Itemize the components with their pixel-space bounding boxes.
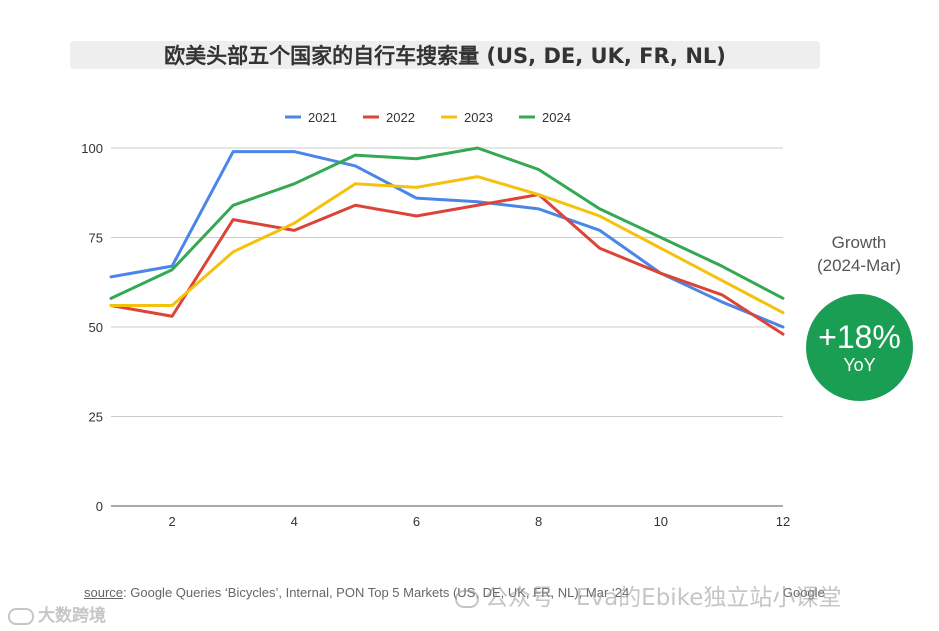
x-tick-label: 2 xyxy=(168,514,175,529)
brand-watermark: 大数跨境 xyxy=(8,601,106,626)
y-tick-label: 75 xyxy=(89,231,103,246)
growth-badge: +18% YoY xyxy=(806,294,913,401)
growth-value: +18% xyxy=(818,318,901,355)
growth-unit: YoY xyxy=(843,354,876,375)
chart-title: 欧美头部五个国家的自行车搜索量 (US, DE, UK, FR, NL) xyxy=(164,44,726,68)
y-tick-label: 100 xyxy=(81,141,103,156)
growth-label: Growth xyxy=(831,233,887,252)
series-line-2021 xyxy=(109,150,785,329)
brand-logo-icon xyxy=(8,607,34,625)
y-tick-label: 0 xyxy=(96,499,103,514)
series-line-2024 xyxy=(109,146,785,300)
line-chart: 0 25 50 75 100 2 4 6 8 10 12 2021 2022 2023 2024 xyxy=(81,110,790,529)
series-line-2022 xyxy=(109,193,785,336)
x-tick-label: 6 xyxy=(413,514,420,529)
y-tick-label: 50 xyxy=(89,320,103,335)
watermark2-text: 大数跨境 xyxy=(38,606,106,626)
x-tick-label: 12 xyxy=(776,514,790,529)
x-tick-label: 8 xyxy=(535,514,542,529)
series-line-2023 xyxy=(109,175,785,315)
google-brand: Google xyxy=(782,585,825,600)
wechat-icon xyxy=(455,589,479,608)
x-tick-label: 4 xyxy=(291,514,298,529)
growth-period: (2024-Mar) xyxy=(816,256,902,275)
source-text: : Google Queries ‘Bicycles’, Internal, P… xyxy=(123,585,630,600)
y-tick-label: 25 xyxy=(89,410,103,425)
source-footer: source: Google Queries ‘Bicycles’, Inter… xyxy=(84,585,825,600)
legend-label-2022: 2022 xyxy=(386,110,415,125)
legend-label-2023: 2023 xyxy=(464,110,493,125)
legend-label-2021: 2021 xyxy=(308,110,337,125)
x-tick-label: 10 xyxy=(654,514,668,529)
wechat-watermark: 公众号 · Eva的Ebike独立站小课堂 xyxy=(455,578,841,612)
watermark-text: 公众号 · Eva的Ebike独立站小课堂 xyxy=(485,585,842,611)
legend-label-2024: 2024 xyxy=(542,110,571,125)
chart-title-bar: 欧美头部五个国家的自行车搜索量 (US, DE, UK, FR, NL) xyxy=(70,41,820,69)
source-link[interactable]: source xyxy=(84,585,124,600)
